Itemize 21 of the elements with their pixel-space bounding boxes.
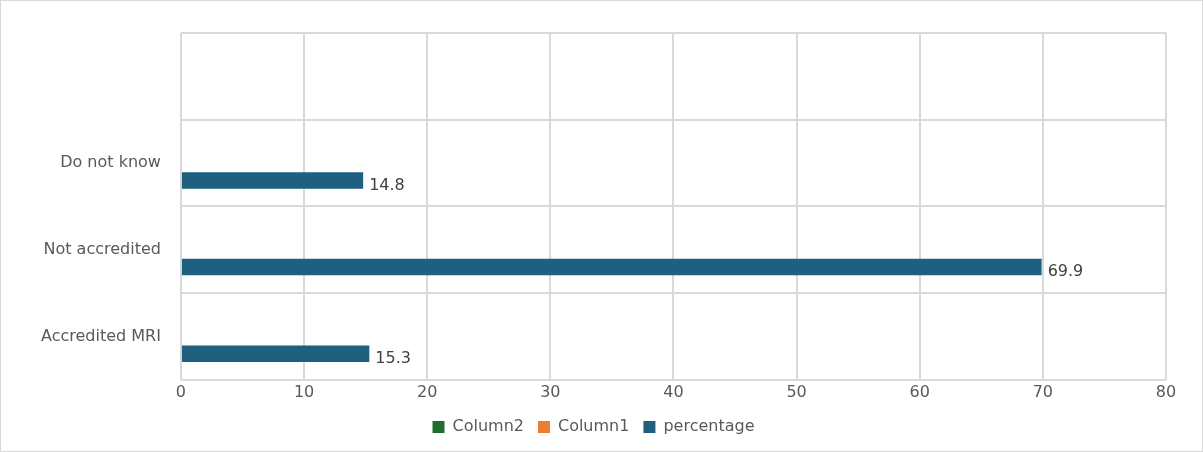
data-label: 14.8: [369, 174, 405, 194]
y-tick-label: Do not know: [60, 152, 161, 172]
x-tick-label: 50: [786, 381, 807, 401]
legend-label: percentage: [663, 416, 755, 436]
y-tick-label: Accredited MRI: [40, 325, 161, 345]
data-label: 69.9: [1047, 261, 1084, 281]
y-tick-label: Not accredited: [43, 238, 161, 258]
legend-label: Column1: [557, 416, 630, 436]
bar: [181, 345, 370, 363]
x-tick-label: 10: [293, 381, 315, 401]
x-tick-label: 70: [1032, 381, 1054, 401]
x-tick-label: 60: [909, 381, 930, 401]
data-label: 15.3: [375, 347, 411, 367]
x-tick-label: 30: [540, 381, 561, 401]
x-tick-label: 80: [1155, 381, 1177, 401]
bar: [181, 258, 1042, 276]
legend-label: Column2: [452, 416, 524, 436]
x-tick-label: 0: [175, 381, 187, 401]
x-tick-label: 20: [417, 381, 438, 401]
bar: [181, 172, 364, 189]
x-tick-label: 40: [663, 381, 684, 401]
